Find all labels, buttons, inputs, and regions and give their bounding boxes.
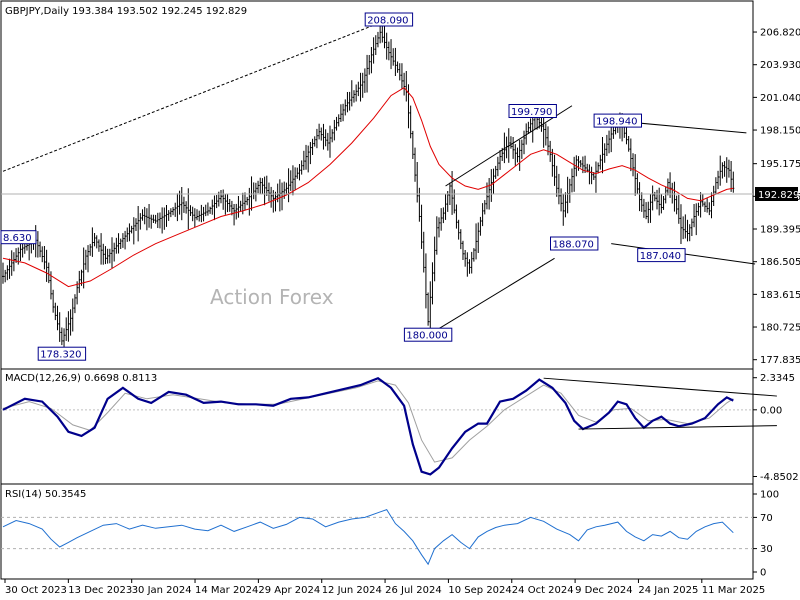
annotation-box <box>37 346 87 361</box>
current-price-box <box>755 187 798 201</box>
annotation-box <box>637 248 686 263</box>
annotation-label: 188.070 <box>553 240 594 251</box>
macd-y-label: -4.8502 <box>760 472 799 483</box>
x-label: 13 Dec 2023 <box>68 585 132 596</box>
annotation-box <box>403 327 453 342</box>
price-annotation: 208.090 <box>364 12 414 27</box>
rsi-line <box>2 508 734 566</box>
price-annotation: 199.790 <box>508 104 557 118</box>
price-y-label: 186.505 <box>760 257 800 268</box>
rsi-series <box>1 508 753 566</box>
price-y-label: 198.150 <box>760 126 800 137</box>
price-y-label: 177.835 <box>760 355 800 366</box>
moving-average-line <box>2 87 734 288</box>
price-annotation: 188.070 <box>550 236 599 251</box>
x-label: 11 Mar 2025 <box>702 585 765 596</box>
macd-header: MACD(12,26,9) 0.6698 0.8113 <box>5 373 157 384</box>
annotation-label: 187.040 <box>640 251 681 262</box>
macd-y-label: 0.00 <box>760 405 782 416</box>
dotted-trendline <box>2 20 385 172</box>
price-annotation: 8.630 <box>0 230 37 245</box>
macd-y-label: 2.3345 <box>760 373 795 384</box>
price-y-label: 201.040 <box>760 93 800 104</box>
price-annotation: 198.940 <box>593 113 642 128</box>
watermark: Action Forex <box>210 285 334 309</box>
price-annotation: 187.040 <box>637 248 686 263</box>
macd-series <box>1 376 777 476</box>
annotation-box <box>0 230 37 245</box>
rsi-header: RSI(14) 50.3545 <box>5 489 86 500</box>
trendline <box>445 105 573 187</box>
price-header: GBPJPY,Daily 193.384 193.502 192.245 192… <box>5 6 247 17</box>
x-label: 26 Jul 2024 <box>385 585 442 596</box>
macd-trendline <box>578 425 777 430</box>
price-y-label: 195.175 <box>760 159 800 170</box>
rsi-y-label: 0 <box>760 568 766 579</box>
price-series: 208.090 178.320 8.630 180.000 199.790 198.940… <box>0 12 756 361</box>
price-y-label: 183.615 <box>760 290 800 301</box>
annotation-label: 198.940 <box>596 117 637 128</box>
price-annotation: 178.320 <box>37 346 87 361</box>
price-y-label: 206.820 <box>760 28 800 39</box>
price-y-label: 180.725 <box>760 323 800 334</box>
axes: 206.820203.930201.040198.150195.175192.2… <box>4 28 800 596</box>
macd-signal-line <box>2 380 734 463</box>
macd-line <box>2 376 734 476</box>
macd-trendline <box>543 377 777 397</box>
annotation-label: 8.630 <box>3 233 32 244</box>
price-y-label: 189.395 <box>760 225 800 236</box>
x-label: 29 Apr 2024 <box>258 585 320 596</box>
rsi-y-label: 30 <box>760 544 773 555</box>
annotation-label: 208.090 <box>367 16 408 27</box>
x-label: 24 Oct 2024 <box>512 585 574 596</box>
annotation-label: 178.320 <box>40 350 81 361</box>
x-label: 12 Jun 2024 <box>322 585 382 596</box>
x-label: 30 Oct 2023 <box>5 585 67 596</box>
annotation-label: 180.000 <box>406 331 447 342</box>
rsi-y-label: 70 <box>760 513 773 524</box>
price-annotation: 180.000 <box>403 327 453 342</box>
x-label: 30 Jan 2024 <box>132 585 192 596</box>
annotation-box <box>508 104 557 118</box>
current-price-label: 192.829 <box>758 190 799 201</box>
x-label: 24 Jan 2025 <box>638 585 698 596</box>
annotation-label: 199.790 <box>511 107 552 118</box>
x-label: 14 Mar 2024 <box>195 585 258 596</box>
rsi-y-label: 100 <box>760 490 779 501</box>
x-label: 9 Dec 2024 <box>575 585 633 596</box>
annotation-box <box>364 12 414 27</box>
rsi-panel-frame <box>0 483 754 580</box>
price-y-label: 203.930 <box>760 60 800 71</box>
x-label: 10 Sep 2024 <box>448 585 511 596</box>
annotation-box <box>593 113 642 128</box>
annotation-box <box>550 236 599 251</box>
trendline <box>427 257 555 336</box>
